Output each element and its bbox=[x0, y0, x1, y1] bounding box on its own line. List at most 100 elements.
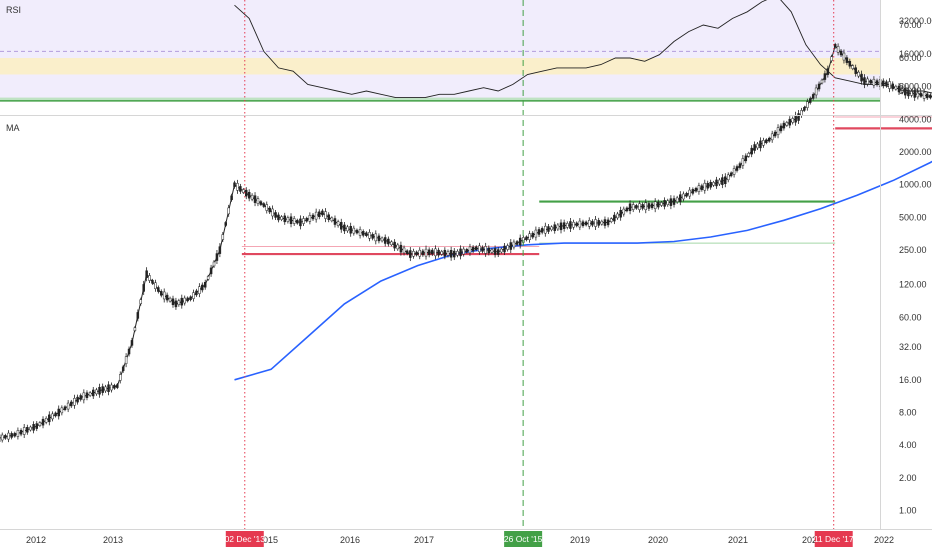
price-candle-body bbox=[765, 139, 768, 143]
price-candle-body bbox=[826, 68, 830, 75]
time-tick-label: 2012 bbox=[26, 535, 46, 545]
price-candle-body bbox=[286, 217, 290, 222]
price-candle-body bbox=[603, 219, 607, 226]
price-candle-body bbox=[0, 434, 4, 441]
price-candle-body bbox=[747, 153, 750, 157]
price-candle-body bbox=[672, 198, 676, 205]
price-candle-body bbox=[51, 413, 54, 420]
price-candle-body bbox=[770, 133, 774, 141]
price-candle-body bbox=[88, 392, 92, 396]
price-candle-body bbox=[706, 182, 709, 189]
price-candle-body bbox=[70, 401, 73, 407]
price-candle-body bbox=[860, 73, 863, 82]
price-candle-body bbox=[694, 187, 698, 192]
time-tick-label: 2016 bbox=[340, 535, 360, 545]
price-candle-body bbox=[622, 208, 626, 215]
price-candle-body bbox=[875, 80, 879, 85]
price-candle-body bbox=[29, 426, 32, 431]
time-tick-label: 2013 bbox=[103, 535, 123, 545]
price-candle-body bbox=[168, 297, 172, 302]
price-candle-body bbox=[162, 291, 166, 300]
price-candle-body bbox=[352, 227, 356, 234]
event-tag-label: 26 Oct '15 bbox=[504, 534, 543, 544]
price-candle-body bbox=[594, 219, 597, 227]
price-candle-body bbox=[136, 312, 140, 319]
price-candle-body bbox=[262, 203, 266, 207]
price-candle-body bbox=[421, 250, 425, 256]
price-candle-body bbox=[721, 177, 724, 185]
price-candle-body bbox=[490, 249, 494, 253]
price-candle-body bbox=[848, 60, 852, 67]
price-candle-body bbox=[897, 85, 901, 93]
price-candle-body bbox=[116, 384, 119, 388]
price-candle-body bbox=[625, 207, 629, 212]
price-candle-body bbox=[866, 78, 869, 85]
price-candle-body bbox=[343, 224, 346, 232]
price-candle-body bbox=[750, 147, 753, 155]
price-candle-body bbox=[221, 234, 225, 240]
price-candle-body bbox=[929, 94, 932, 99]
rsi-pane bbox=[0, 0, 932, 102]
price-candle-body bbox=[468, 246, 472, 254]
price-candle-body bbox=[572, 221, 575, 228]
price-candle-body bbox=[253, 195, 257, 203]
price-candle-body bbox=[171, 298, 175, 306]
price-candle-body bbox=[715, 179, 718, 187]
price-candle-body bbox=[894, 85, 898, 90]
price-candle-body bbox=[609, 218, 613, 222]
price-candle-body bbox=[842, 52, 846, 61]
price-candle-body bbox=[653, 201, 657, 209]
price-candle-body bbox=[79, 395, 82, 400]
price-candle-body bbox=[380, 237, 384, 242]
price-candle-body bbox=[679, 194, 682, 202]
price-candle-body bbox=[174, 300, 178, 308]
price-candle-body bbox=[600, 220, 604, 225]
price-candle-body bbox=[449, 250, 453, 258]
price-candle-body bbox=[726, 174, 730, 181]
price-candle-body bbox=[888, 81, 891, 89]
price-candle-body bbox=[569, 221, 572, 229]
price-candle-body bbox=[700, 185, 704, 190]
price-candle-body bbox=[274, 212, 277, 218]
price-candle-body bbox=[528, 233, 531, 240]
price-candle-body bbox=[374, 233, 378, 242]
price-candle-body bbox=[616, 213, 619, 219]
price-tick-label: 1000.00 bbox=[899, 180, 932, 190]
price-candle-body bbox=[247, 191, 251, 199]
price-candle-body bbox=[606, 219, 610, 226]
price-candle-body bbox=[534, 229, 538, 238]
price-candle-body bbox=[782, 122, 786, 129]
price-candle-body bbox=[666, 200, 669, 206]
price-candle-body bbox=[628, 203, 632, 212]
price-candle-body bbox=[703, 182, 707, 191]
price-candle-body bbox=[82, 392, 86, 401]
price-candle-body bbox=[224, 222, 227, 226]
price-candle-body bbox=[133, 327, 137, 331]
price-candle-body bbox=[910, 91, 913, 96]
price-candle-body bbox=[95, 389, 98, 395]
price-candle-body bbox=[302, 218, 305, 224]
price-candle-body bbox=[518, 237, 522, 246]
price-candle-body bbox=[299, 218, 302, 227]
ma-pane-label: MA bbox=[6, 123, 20, 133]
price-candle-body bbox=[459, 248, 462, 257]
price-candle-body bbox=[794, 114, 797, 123]
price-candle-body bbox=[882, 80, 885, 87]
price-candle-body bbox=[638, 203, 641, 210]
price-candle-body bbox=[101, 386, 104, 393]
price-candle-body bbox=[697, 185, 701, 192]
price-candle-body bbox=[437, 249, 440, 256]
price-candle-body bbox=[559, 222, 563, 231]
price-candle-body bbox=[509, 242, 513, 250]
price-candle-body bbox=[60, 407, 64, 414]
price-candle-body bbox=[741, 158, 745, 166]
price-candle-body bbox=[424, 248, 428, 257]
price-tick-label: 4.00 bbox=[899, 440, 917, 450]
price-candle-body bbox=[691, 189, 695, 194]
price-candle-body bbox=[756, 143, 759, 149]
price-candle-body bbox=[142, 284, 145, 292]
time-tick-label: 2017 bbox=[414, 535, 434, 545]
price-candle-body bbox=[256, 198, 260, 204]
price-candle-body bbox=[361, 231, 365, 236]
